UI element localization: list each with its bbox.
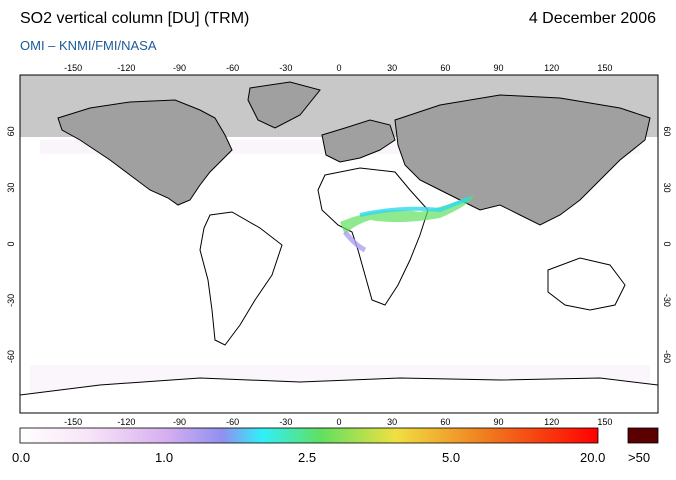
- lon-tick-label-top-9: 120: [544, 63, 559, 73]
- lat-tick-label-left-3: -30: [6, 294, 16, 307]
- colorbar-label-0: 0.0: [12, 450, 31, 465]
- lon-tick-label-bottom-10: 150: [597, 417, 612, 427]
- so2-plume: [340, 195, 475, 253]
- lon-tick-label-bottom-4: -30: [279, 417, 292, 427]
- greenland: [247, 81, 321, 129]
- lat-tick-label-left-2: 0: [6, 241, 16, 246]
- lon-tick-label-bottom-0: -150: [64, 417, 82, 427]
- asia: [394, 94, 651, 226]
- colorbar-overflow-label: >50: [628, 450, 651, 465]
- colorbar-label-1: 1.0: [155, 450, 174, 465]
- lat-tick-label-right-4: -60: [662, 350, 672, 363]
- lat-tick-label-left-0: 60: [6, 126, 16, 136]
- map-title: SO2 vertical column [DU] (TRM): [20, 10, 250, 27]
- map-frame: [19, 74, 659, 414]
- lon-tick-label-bottom-6: 30: [387, 417, 397, 427]
- lat-tick-label-left-1: 30: [6, 183, 16, 193]
- lon-tick-label-top-3: -60: [226, 63, 239, 73]
- lon-tick-label-top-0: -150: [64, 63, 82, 73]
- colorbar-label-4: 20.0: [580, 450, 606, 465]
- lon-tick-label-bottom-9: 120: [544, 417, 559, 427]
- map-date: 4 December 2006: [528, 10, 656, 27]
- colorbar: [19, 427, 599, 444]
- lon-tick-label-top-4: -30: [279, 63, 292, 73]
- lon-tick-label-bottom-1: -120: [117, 417, 135, 427]
- lon-tick-label-top-2: -90: [173, 63, 186, 73]
- lon-tick-label-bottom-5: 0: [336, 417, 341, 427]
- africa: [317, 167, 429, 306]
- lon-tick-label-top-8: 90: [493, 63, 503, 73]
- lon-tick-label-bottom-7: 60: [440, 417, 450, 427]
- lat-tick-label-right-3: -30: [662, 294, 672, 307]
- lon-tick-label-bottom-3: -60: [226, 417, 239, 427]
- colorbar-label-3: 5.0: [442, 450, 461, 465]
- lat-tick-label-right-2: 0: [662, 241, 672, 246]
- lon-tick-label-top-6: 30: [387, 63, 397, 73]
- lon-tick-label-top-7: 60: [440, 63, 450, 73]
- antarctica: [20, 377, 658, 413]
- axis-ticks: -150 -150 -120 -120 -90 -90 -60 -60 -30 -30 0 0 30 30…: [6, 63, 672, 427]
- australia: [547, 257, 626, 311]
- north-america: [57, 99, 233, 206]
- credit-label: OMI – KNMI/FMI/NASA: [20, 38, 157, 53]
- coastlines: [20, 81, 658, 413]
- lon-tick-label-top-1: -120: [117, 63, 135, 73]
- lat-tick-label-left-4: -60: [6, 350, 16, 363]
- lon-tick-label-top-5: 0: [336, 63, 341, 73]
- south-america: [199, 211, 283, 346]
- lon-tick-label-top-10: 150: [597, 63, 612, 73]
- lon-tick-label-bottom-8: 90: [493, 417, 503, 427]
- lon-tick-label-bottom-2: -90: [173, 417, 186, 427]
- colorbar-overflow-swatch: [627, 427, 659, 444]
- europe: [321, 119, 396, 163]
- colorbar-label-2: 2.5: [298, 450, 317, 465]
- lat-tick-label-right-0: 60: [662, 126, 672, 136]
- lat-tick-label-right-1: 30: [662, 183, 672, 193]
